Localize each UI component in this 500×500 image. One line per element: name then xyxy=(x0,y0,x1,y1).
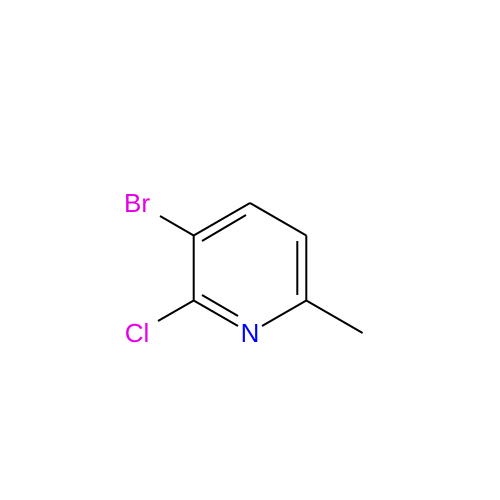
atom-n-label: N xyxy=(241,318,260,348)
bond-c6-me xyxy=(306,301,362,334)
bond-c2-cl xyxy=(158,301,194,322)
bond-n-c2-inner xyxy=(202,295,238,316)
atom-cl-label: Cl xyxy=(125,318,150,348)
bond-c6-n xyxy=(262,301,306,327)
atom-br-label: Br xyxy=(124,188,150,218)
bond-c4-c5 xyxy=(250,203,306,236)
bond-c3-c4-outer xyxy=(194,203,250,236)
molecule-diagram: N Cl Br xyxy=(0,0,500,500)
bond-c3-br xyxy=(160,216,194,236)
